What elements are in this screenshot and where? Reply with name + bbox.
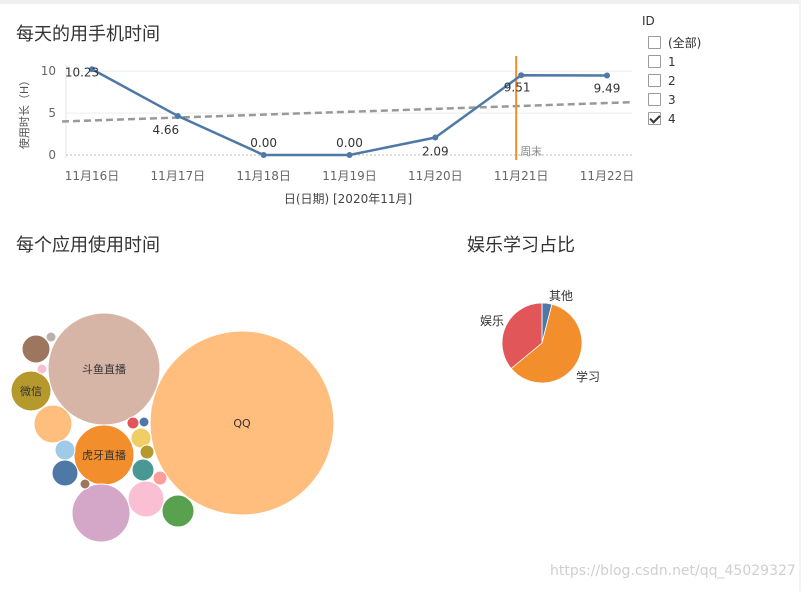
data-label: 0.00	[250, 136, 277, 150]
data-point	[174, 112, 181, 119]
filter-option-label: 1	[668, 54, 676, 69]
filter-checkbox[interactable]	[648, 36, 661, 49]
app-bubble	[127, 480, 165, 518]
app-bubble	[71, 483, 131, 543]
y-axis-label: 使用时长（H）	[18, 75, 31, 149]
filter-option-label: 2	[668, 73, 676, 88]
data-label: 10.23	[65, 65, 99, 79]
app-bubble-label: QQ	[233, 417, 251, 430]
app-bubble	[51, 459, 79, 487]
ratio-title: 娱乐学习占比	[467, 235, 575, 256]
filter-option[interactable]: 1	[642, 52, 792, 71]
x-tick-label: 11月17日	[151, 169, 206, 183]
app-bubble	[36, 363, 48, 375]
app-bubble	[131, 458, 155, 482]
app-bubble	[139, 444, 155, 460]
trend-line	[61, 100, 633, 123]
x-axis-label: 日(日期) [2020年11月]	[284, 192, 412, 206]
x-tick-label: 11月19日	[322, 169, 377, 183]
pie-slice-label: 娱乐	[480, 314, 504, 328]
y-tick-label: 0	[48, 148, 56, 162]
pie-slice-label: 其他	[549, 289, 573, 303]
filter-option-label: 4	[668, 111, 676, 126]
data-point	[604, 72, 610, 79]
app-bubble-label: 微信	[20, 384, 42, 398]
filter-option[interactable]: (全部)	[642, 33, 792, 52]
pie-slice	[510, 303, 583, 384]
app-bubble	[152, 470, 168, 486]
id-filter: ID (全部) 1 2 3 4	[642, 14, 792, 128]
x-tick-label: 11月18日	[236, 169, 291, 183]
data-point	[89, 66, 95, 73]
data-label: 0.00	[336, 136, 363, 150]
app-bubble	[45, 331, 57, 343]
filter-title: ID	[642, 14, 655, 28]
app-usage-title: 每个应用使用时间	[16, 235, 160, 256]
app-bubble	[10, 370, 52, 412]
app-bubble	[126, 416, 140, 430]
x-tick-label: 11月22日	[580, 169, 635, 183]
data-label: 4.66	[152, 123, 179, 137]
filter-option-label: (全部)	[668, 36, 702, 50]
top-frame	[0, 0, 801, 4]
daily-usage-title: 每天的用手机时间	[16, 24, 160, 45]
x-tick-label: 11月20日	[408, 169, 463, 183]
pie-slice	[501, 302, 543, 370]
data-point	[432, 134, 439, 141]
filter-checkbox[interactable]	[648, 93, 661, 106]
data-label: 9.49	[594, 81, 621, 95]
data-label: 9.51	[504, 80, 531, 94]
app-bubble	[21, 334, 51, 364]
y-tick-label: 5	[48, 106, 56, 120]
app-bubble	[79, 478, 91, 490]
app-bubble	[33, 404, 73, 444]
x-tick-label: 11月16日	[65, 169, 120, 183]
app-bubble	[54, 439, 76, 461]
filter-option[interactable]: 4	[642, 109, 792, 128]
app-bubble-label: 虎牙直播	[82, 448, 126, 462]
filter-option-label: 3	[668, 92, 676, 107]
data-point	[260, 152, 267, 158]
filter-checkbox[interactable]	[648, 112, 661, 125]
pie-slice-label: 学习	[576, 369, 600, 384]
app-bubble	[138, 416, 150, 428]
filter-option[interactable]: 3	[642, 90, 792, 109]
watermark: https://blog.csdn.net/qq_45029327	[550, 563, 796, 579]
right-frame	[799, 0, 801, 591]
app-bubble	[161, 494, 195, 528]
filter-option[interactable]: 2	[642, 71, 792, 90]
weekend-reference-label: 周末	[520, 144, 542, 158]
data-point	[346, 152, 353, 158]
daily-usage-line-chart: 0 5 10 11月16日 11月17日 11月18日 11月19日 11月20日 11月21日…	[18, 56, 635, 206]
app-bubble	[149, 330, 335, 516]
data-label: 2.09	[422, 144, 449, 158]
data-point	[518, 72, 525, 79]
y-tick-label: 10	[41, 64, 56, 78]
app-bubble-label: 斗鱼直播	[82, 362, 126, 376]
x-tick-label: 11月21日	[494, 169, 549, 183]
filter-checkbox[interactable]	[648, 55, 661, 68]
filter-checkbox[interactable]	[648, 74, 661, 87]
